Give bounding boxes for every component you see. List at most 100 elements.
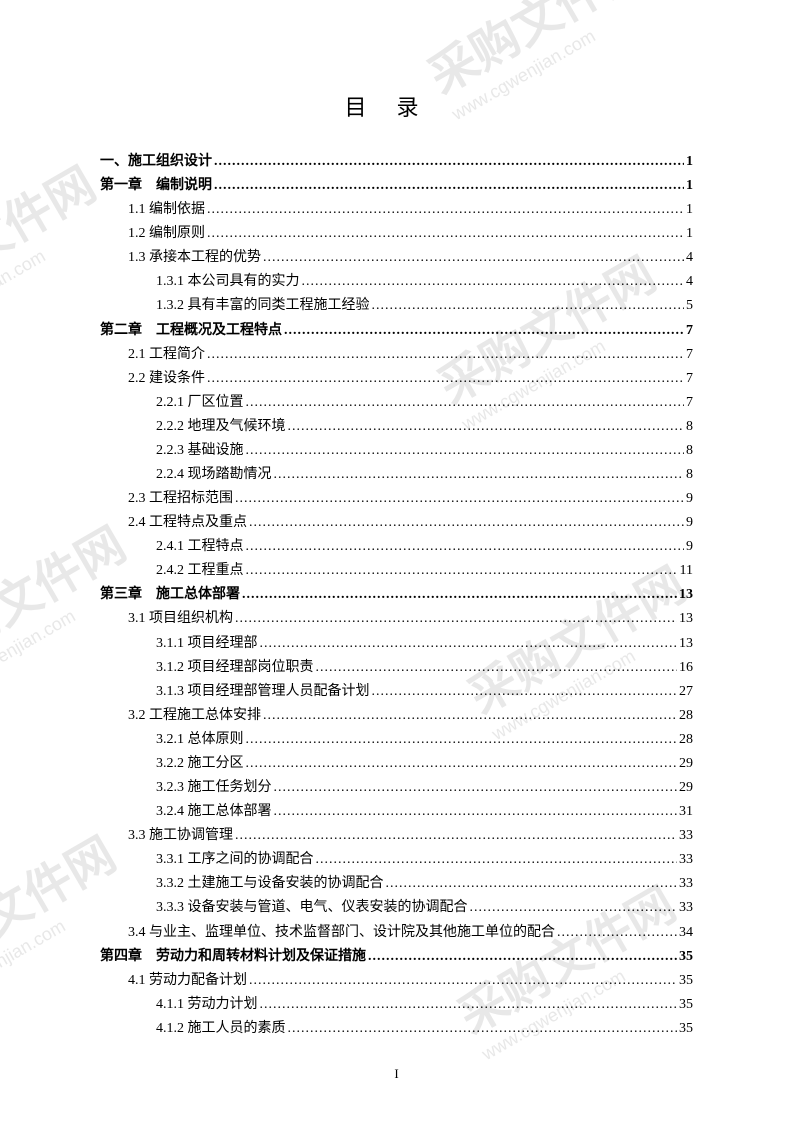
toc-label: 3.2.2 施工分区 (156, 752, 244, 776)
toc-page-number: 7 (686, 343, 693, 367)
toc-entry: 3.2 工程施工总体安排28 (100, 704, 693, 728)
toc-page-number: 27 (679, 680, 693, 704)
toc-label: 第二章 工程概况及工程特点 (100, 319, 282, 343)
toc-page-number: 1 (686, 198, 693, 222)
toc-leader-dots (249, 969, 677, 993)
toc-label: 2.1 工程简介 (128, 343, 205, 367)
toc-entry: 3.2.1 总体原则 28 (100, 728, 693, 752)
toc-leader-dots (372, 294, 685, 318)
toc-leader-dots (557, 921, 677, 945)
toc-page-number: 7 (686, 367, 693, 391)
toc-entry: 3.2.4 施工总体部署31 (100, 800, 693, 824)
toc-leader-dots (235, 487, 684, 511)
toc-entry: 第三章 施工总体部署 13 (100, 583, 693, 607)
toc-leader-dots (207, 367, 684, 391)
toc-leader-dots (368, 945, 677, 969)
toc-entry: 一、施工组织设计1 (100, 150, 693, 174)
toc-page-number: 8 (686, 439, 693, 463)
toc-leader-dots (470, 896, 678, 920)
toc-page-number: 1 (686, 174, 693, 198)
toc-label: 第三章 施工总体部署 (100, 583, 240, 607)
toc-page-number: 33 (679, 872, 693, 896)
toc-label: 3.2.4 施工总体部署 (156, 800, 272, 824)
toc-leader-dots (274, 463, 685, 487)
toc-label: 1.3 承接本工程的优势 (128, 246, 261, 270)
toc-leader-dots (235, 824, 677, 848)
toc-entry: 2.2 建设条件 7 (100, 367, 693, 391)
toc-entry: 2.1 工程简介 7 (100, 343, 693, 367)
toc-label: 2.4 工程特点及重点 (128, 511, 247, 535)
toc-leader-dots (260, 632, 678, 656)
toc-label: 3.1 项目组织机构 (128, 607, 233, 631)
toc-page-number: 7 (686, 319, 693, 343)
toc-entry: 3.3.2 土建施工与设备安装的协调配合33 (100, 872, 693, 896)
toc-page-number: 8 (686, 415, 693, 439)
toc-entry: 2.2.2 地理及气候环境 8 (100, 415, 693, 439)
toc-page-number: 16 (679, 656, 693, 680)
toc-entry: 2.2.3 基础设施 8 (100, 439, 693, 463)
toc-page-number: 13 (679, 632, 693, 656)
toc-page-number: 33 (679, 848, 693, 872)
toc-page-number: 4 (686, 270, 693, 294)
toc-label: 2.2 建设条件 (128, 367, 205, 391)
toc-leader-dots (316, 848, 678, 872)
toc-page-number: 28 (679, 728, 693, 752)
toc-label: 1.2 编制原则 (128, 222, 205, 246)
toc-leader-dots (246, 391, 685, 415)
toc-leader-dots (246, 559, 678, 583)
toc-entry: 1.3 承接本工程的优势 4 (100, 246, 693, 270)
toc-page-number: 1 (686, 150, 693, 174)
toc-entry: 3.1 项目组织机构 13 (100, 607, 693, 631)
toc-page-number: 8 (686, 463, 693, 487)
toc-entry: 1.1 编制依据 1 (100, 198, 693, 222)
toc-page-number: 35 (679, 993, 693, 1017)
toc-label: 1.1 编制依据 (128, 198, 205, 222)
toc-leader-dots (386, 872, 678, 896)
toc-page-number: 13 (679, 583, 693, 607)
toc-label: 3.1.1 项目经理部 (156, 632, 258, 656)
toc-label: 2.4.2 工程重点 (156, 559, 244, 583)
toc-leader-dots (288, 415, 685, 439)
toc-entry: 4.1.2 施工人员的素质35 (100, 1017, 693, 1041)
toc-label: 第一章 编制说明 (100, 174, 212, 198)
toc-page-number: 13 (679, 607, 693, 631)
toc-label: 1.3.2 具有丰富的同类工程施工经验 (156, 294, 370, 318)
toc-title: 目录 (100, 90, 693, 122)
toc-page-number: 9 (686, 535, 693, 559)
toc-label: 4.1 劳动力配备计划 (128, 969, 247, 993)
toc-page-number: 1 (686, 222, 693, 246)
toc-label: 2.2.4 现场踏勘情况 (156, 463, 272, 487)
toc-label: 3.1.3 项目经理部管理人员配备计划 (156, 680, 370, 704)
toc-label: 3.2.3 施工任务划分 (156, 776, 272, 800)
toc-label: 2.2.1 厂区位置 (156, 391, 244, 415)
document-page: 目录 一、施工组织设计1第一章 编制说明11.1 编制依据11.2 编制原则11… (0, 0, 793, 1081)
toc-leader-dots (288, 1017, 678, 1041)
toc-leader-dots (246, 728, 678, 752)
toc-entry: 4.1 劳动力配备计划 35 (100, 969, 693, 993)
toc-page-number: 35 (679, 969, 693, 993)
toc-label: 4.1.1 劳动力计划 (156, 993, 258, 1017)
toc-label: 2.2.3 基础设施 (156, 439, 244, 463)
toc-label: 3.2.1 总体原则 (156, 728, 244, 752)
toc-label: 第四章 劳动力和周转材料计划及保证措施 (100, 945, 366, 969)
toc-leader-dots (263, 246, 684, 270)
toc-entry: 2.2.1 厂区位置7 (100, 391, 693, 415)
toc-leader-dots (246, 439, 685, 463)
toc-label: 3.3 施工协调管理 (128, 824, 233, 848)
toc-leader-dots (249, 511, 684, 535)
toc-leader-dots (235, 607, 677, 631)
toc-page-number: 33 (679, 824, 693, 848)
toc-page-number: 4 (686, 246, 693, 270)
toc-entry: 3.1.2 项目经理部岗位职责16 (100, 656, 693, 680)
toc-entry: 1.2 编制原则 1 (100, 222, 693, 246)
toc-page-number: 9 (686, 511, 693, 535)
toc-label: 3.3.1 工序之间的协调配合 (156, 848, 314, 872)
toc-entry: 3.3.1 工序之间的协调配合 33 (100, 848, 693, 872)
toc-page-number: 29 (679, 776, 693, 800)
toc-page-number: 28 (679, 704, 693, 728)
toc-label: 2.2.2 地理及气候环境 (156, 415, 286, 439)
toc-label: 4.1.2 施工人员的素质 (156, 1017, 286, 1041)
toc-page-number: 9 (686, 487, 693, 511)
toc-entry: 2.4.1 工程特点9 (100, 535, 693, 559)
toc-leader-dots (214, 174, 684, 198)
